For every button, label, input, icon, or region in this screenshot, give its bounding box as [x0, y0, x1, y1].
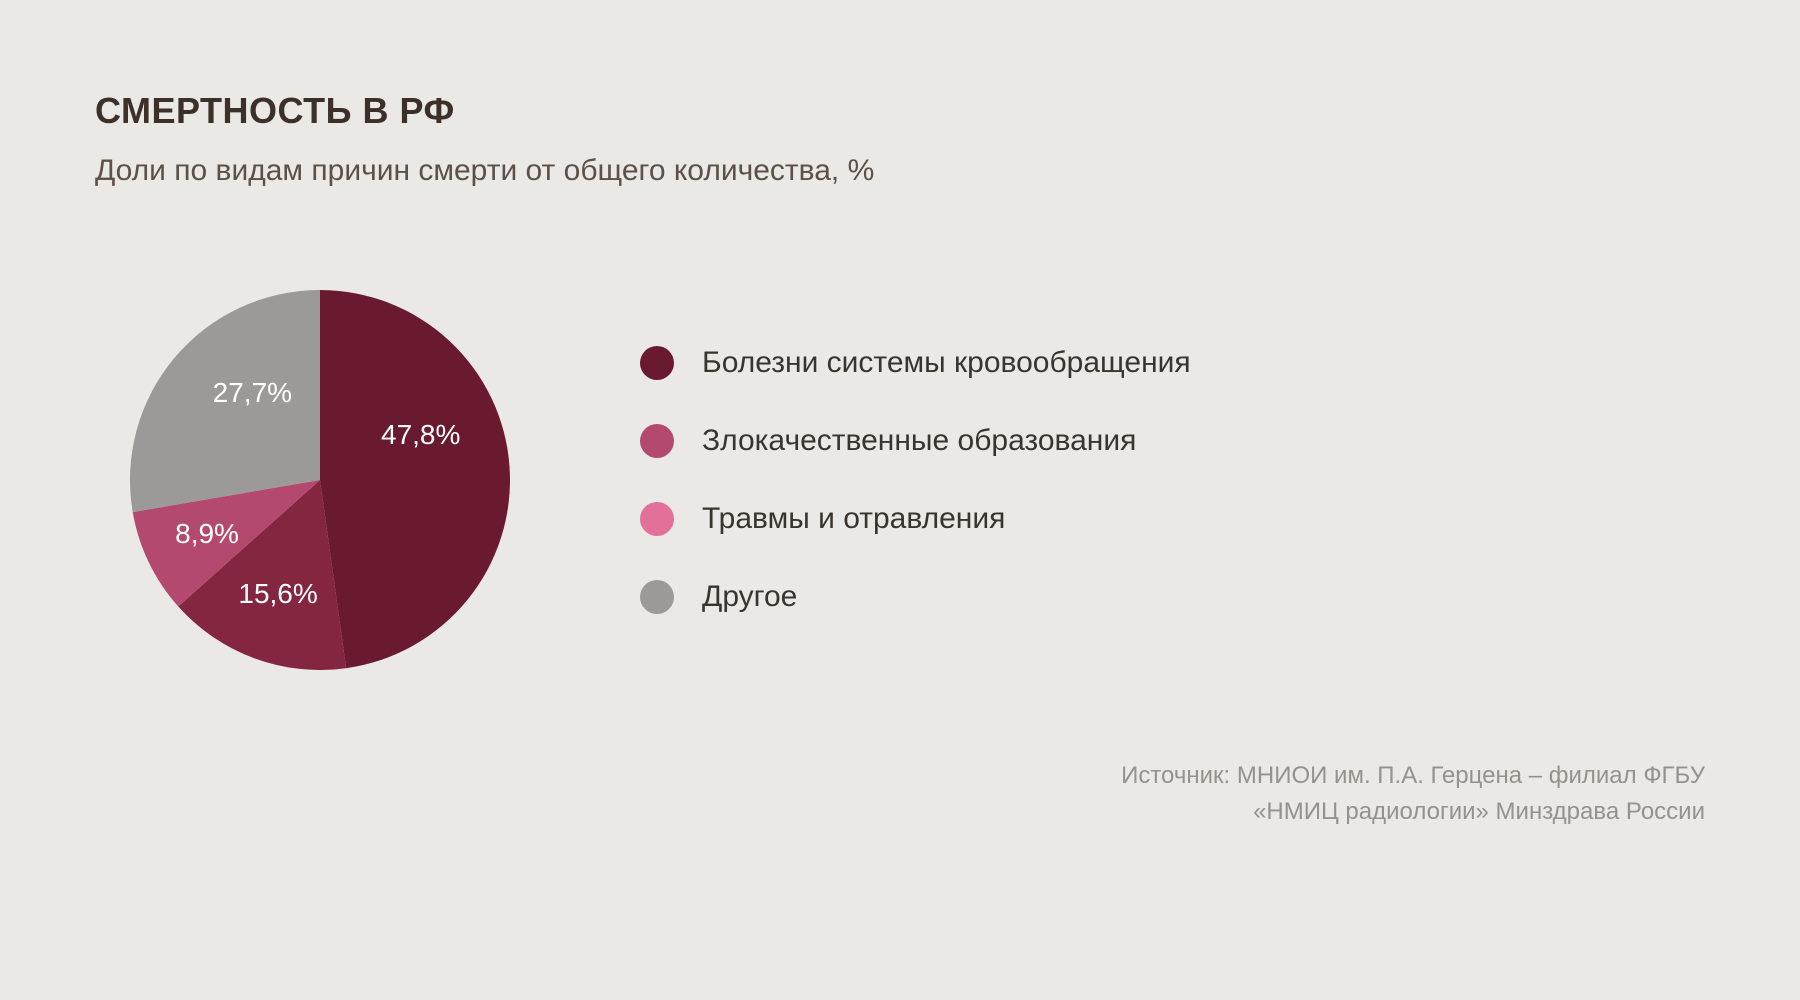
header: СМЕРТНОСТЬ В РФ Доли по видам причин сме… [0, 0, 1800, 188]
chart-subtitle: Доли по видам причин смерти от общего ко… [95, 154, 1800, 188]
legend-label-3: Другое [702, 580, 797, 614]
legend-label-2: Травмы и отравления [702, 502, 1005, 536]
legend-item-1: Злокачественные образования [640, 424, 1191, 458]
pie-slice-label-2: 8,9% [175, 518, 239, 550]
legend: Болезни системы кровообращения Злокачеств… [640, 346, 1191, 614]
source-line-1: Источник: МНИОИ им. П.А. Герцена – филиа… [1121, 758, 1705, 794]
legend-swatch-3 [640, 580, 674, 614]
legend-swatch-1 [640, 424, 674, 458]
legend-label-1: Злокачественные образования [702, 424, 1136, 458]
pie-slice-label-0: 47,8% [381, 419, 460, 451]
legend-item-0: Болезни системы кровообращения [640, 346, 1191, 380]
pie-chart: 47,8% 15,6% 8,9% 27,7% [130, 290, 510, 670]
source-line-2: «НМИЦ радиологии» Минздрава России [1121, 794, 1705, 830]
legend-item-3: Другое [640, 580, 1191, 614]
legend-swatch-2 [640, 502, 674, 536]
pie-slice-0 [320, 290, 510, 668]
source-text: Источник: МНИОИ им. П.А. Герцена – филиа… [1121, 758, 1705, 830]
legend-swatch-0 [640, 346, 674, 380]
chart-title: СМЕРТНОСТЬ В РФ [95, 90, 1800, 132]
legend-label-0: Болезни системы кровообращения [702, 346, 1191, 380]
legend-item-2: Травмы и отравления [640, 502, 1191, 536]
pie-slice-label-3: 27,7% [213, 377, 292, 409]
pie-svg [130, 290, 510, 670]
chart-area: 47,8% 15,6% 8,9% 27,7% Болезни системы кров… [130, 290, 1191, 670]
pie-slice-label-1: 15,6% [238, 578, 317, 610]
